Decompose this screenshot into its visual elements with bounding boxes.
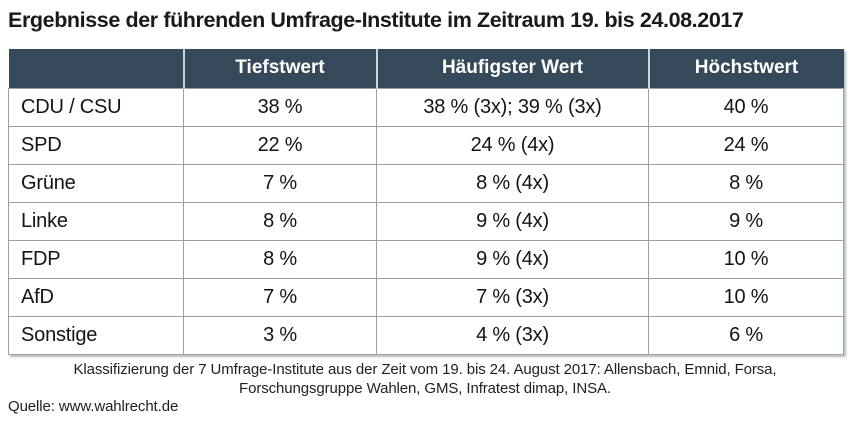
table-row: Grüne 7 % 8 % (4x) 8 %	[8, 163, 844, 203]
footnote-line-2: Forschungsgruppe Wahlen, GMS, Infratest …	[239, 380, 611, 397]
party-label: AfD	[8, 277, 184, 317]
low-value: 8 %	[183, 201, 377, 241]
party-label: Linke	[8, 201, 184, 241]
column-header-tiefstwert: Tiefstwert	[183, 49, 378, 88]
mode-value: 7 % (3x)	[376, 277, 649, 317]
party-label: FDP	[8, 239, 184, 279]
table-row: FDP 8 % 9 % (4x) 10 %	[8, 239, 844, 279]
party-label: CDU / CSU	[8, 87, 184, 127]
low-value: 38 %	[183, 87, 377, 127]
footnote: Klassifizierung der 7 Umfrage-Institute …	[0, 360, 850, 398]
high-value: 6 %	[648, 315, 844, 355]
party-label: SPD	[8, 125, 184, 165]
table-row: Linke 8 % 9 % (4x) 9 %	[8, 201, 844, 241]
high-value: 8 %	[648, 163, 844, 203]
high-value: 9 %	[648, 201, 844, 241]
low-value: 7 %	[183, 163, 377, 203]
party-label: Grüne	[8, 163, 184, 203]
low-value: 22 %	[183, 125, 377, 165]
low-value: 7 %	[183, 277, 377, 317]
column-header-hoechstwert: Höchstwert	[648, 49, 844, 88]
high-value: 10 %	[648, 277, 844, 317]
mode-value: 4 % (3x)	[376, 315, 649, 355]
source-text: Quelle: www.wahlrecht.de	[8, 398, 179, 415]
poll-table: Tiefstwert Häufigster Wert Höchstwert CD…	[8, 49, 844, 355]
party-label: Sonstige	[8, 315, 184, 355]
high-value: 10 %	[648, 239, 844, 279]
mode-value: 24 % (4x)	[376, 125, 649, 165]
column-header-empty	[8, 49, 185, 88]
page-title: Ergebnisse der führenden Umfrage-Institu…	[8, 8, 744, 32]
high-value: 40 %	[648, 87, 844, 127]
table-row: SPD 22 % 24 % (4x) 24 %	[8, 125, 844, 165]
table-row: AfD 7 % 7 % (3x) 10 %	[8, 277, 844, 317]
table-row: CDU / CSU 38 % 38 % (3x); 39 % (3x) 40 %	[8, 87, 844, 127]
footnote-line-1: Klassifizierung der 7 Umfrage-Institute …	[73, 361, 777, 378]
mode-value: 9 % (4x)	[376, 201, 649, 241]
mode-value: 8 % (4x)	[376, 163, 649, 203]
mode-value: 9 % (4x)	[376, 239, 649, 279]
table-row: Sonstige 3 % 4 % (3x) 6 %	[8, 315, 844, 355]
low-value: 3 %	[183, 315, 377, 355]
column-header-haeufigster-wert: Häufigster Wert	[376, 49, 650, 88]
high-value: 24 %	[648, 125, 844, 165]
mode-value: 38 % (3x); 39 % (3x)	[376, 87, 649, 127]
low-value: 8 %	[183, 239, 377, 279]
header-row: Tiefstwert Häufigster Wert Höchstwert	[8, 49, 844, 88]
